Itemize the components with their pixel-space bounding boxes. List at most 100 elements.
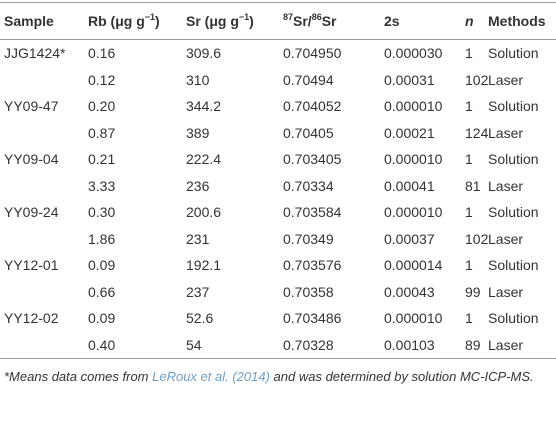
cell-text: 0.00103: [384, 336, 435, 353]
footnote-text: and was determined by solution MC-ICP-MS…: [269, 369, 534, 384]
cell-text: YY12-02: [4, 310, 59, 327]
table-cell: 0.00037: [380, 226, 461, 253]
table-cell: 124: [461, 120, 488, 147]
table-cell: [0, 279, 84, 306]
header-text: Rb (μg g: [88, 13, 145, 29]
table-cell: 81: [461, 173, 484, 200]
cell-text: Laser: [488, 283, 524, 300]
cell-text: 102: [465, 71, 489, 88]
table-cell: 0.70334: [279, 173, 380, 200]
cell-text: 0.703405: [283, 151, 342, 168]
table-cell: 0.000014: [380, 252, 461, 279]
table-cell: YY12-01: [0, 252, 84, 279]
table-cell: JJG1424*: [0, 40, 84, 67]
table-cell: 0.70328: [279, 331, 380, 359]
cell-text: 310: [186, 71, 210, 88]
cell-text: 0.12: [88, 71, 116, 88]
cell-text: 0.703486: [283, 310, 342, 327]
cell-text: Solution: [488, 310, 539, 327]
table-cell: 0.09: [84, 305, 182, 332]
table-row: YY09-04 0.21 222.4 0.703405 0.000010 1 Solutio…: [0, 146, 556, 173]
cell-text: 0.00043: [384, 283, 435, 300]
table-cell: Laser: [484, 173, 556, 200]
table-cell: 0.703584: [279, 199, 380, 226]
table-cell: Laser: [484, 279, 556, 306]
table-cell: 0.70349: [279, 226, 380, 253]
table-row: YY12-02 0.09 52.6 0.703486 0.000010 1 Solution: [0, 305, 556, 332]
table-cell: 54: [182, 331, 279, 359]
cell-text: 99: [465, 283, 481, 300]
table-row: YY12-01 0.09 192.1 0.703576 0.000014 1 Solutio…: [0, 252, 556, 279]
cell-text: 0.70358: [283, 283, 334, 300]
table-row: 0.87 389 0.70405 0.00021 124 Laser: [0, 120, 556, 147]
table-cell: 309.6: [182, 40, 279, 67]
header-text: ): [155, 13, 160, 29]
cell-text: 0.000014: [384, 257, 443, 274]
table-cell: [0, 67, 84, 94]
cell-text: 0.00037: [384, 230, 435, 247]
cell-text: 237: [186, 283, 210, 300]
table-cell: 200.6: [182, 199, 279, 226]
table-cell: 0.704950: [279, 40, 380, 67]
cell-text: 81: [465, 177, 481, 194]
table-cell: 0.21: [84, 146, 182, 173]
header-text: ): [249, 13, 254, 29]
table-cell: 0.000030: [380, 40, 461, 67]
superscript: −1: [238, 12, 250, 22]
reference-link[interactable]: LeRoux et al. (2014): [152, 369, 270, 384]
cell-text: Laser: [488, 336, 524, 353]
cell-text: 3.33: [88, 177, 116, 194]
cell-text: YY09-47: [4, 98, 59, 115]
table-cell: 0.000010: [380, 305, 461, 332]
cell-text: Solution: [488, 98, 539, 115]
table-cell: Laser: [484, 226, 556, 253]
table-cell: 99: [461, 279, 484, 306]
cell-text: 200.6: [186, 204, 222, 221]
table-cell: 1: [461, 252, 484, 279]
cell-text: 0.00021: [384, 124, 435, 141]
cell-text: 0.30: [88, 204, 116, 221]
table-row: 3.33 236 0.70334 0.00041 81 Laser: [0, 173, 556, 200]
header-cell: Methods: [484, 2, 556, 40]
cell-text: 192.1: [186, 257, 222, 274]
cell-text: 0.70334: [283, 177, 334, 194]
cell-text: 0.000030: [384, 45, 443, 62]
table-cell: Solution: [484, 305, 556, 332]
table-cell: 0.00043: [380, 279, 461, 306]
header-text: 2s: [384, 13, 400, 29]
header-text: Sr: [321, 13, 337, 29]
table-cell: 237: [182, 279, 279, 306]
cell-text: Solution: [488, 151, 539, 168]
cell-text: JJG1424*: [4, 45, 66, 62]
cell-text: 0.09: [88, 310, 116, 327]
table-cell: 0.704052: [279, 93, 380, 120]
header-cell: 87Sr/86Sr: [279, 2, 380, 40]
table-cell: 0.000010: [380, 146, 461, 173]
table-cell: Laser: [484, 120, 556, 147]
table-cell: YY12-02: [0, 305, 84, 332]
table-cell: [0, 226, 84, 253]
cell-text: 0.70405: [283, 124, 334, 141]
table-cell: 0.87: [84, 120, 182, 147]
cell-text: Laser: [488, 124, 524, 141]
table-body: JJG1424* 0.16 309.6 0.704950 0.000030 1 Soluti…: [0, 40, 556, 359]
table-cell: 0.00021: [380, 120, 461, 147]
table-cell: 310: [182, 67, 279, 94]
table-cell: 0.703405: [279, 146, 380, 173]
cell-text: 1: [465, 45, 473, 62]
cell-text: 0.70349: [283, 230, 334, 247]
cell-text: YY09-24: [4, 204, 59, 221]
cell-text: 0.704950: [283, 45, 342, 62]
table-cell: Solution: [484, 93, 556, 120]
table-row: 1.86 231 0.70349 0.00037 102 Laser: [0, 226, 556, 253]
cell-text: 1: [465, 310, 473, 327]
cell-text: 1: [465, 151, 473, 168]
cell-text: 102: [465, 230, 489, 247]
cell-text: 389: [186, 124, 210, 141]
cell-text: Laser: [488, 71, 524, 88]
cell-text: 309.6: [186, 45, 222, 62]
table-cell: 222.4: [182, 146, 279, 173]
cell-text: YY12-01: [4, 257, 59, 274]
cell-text: 0.00031: [384, 71, 435, 88]
table-cell: 1: [461, 146, 484, 173]
